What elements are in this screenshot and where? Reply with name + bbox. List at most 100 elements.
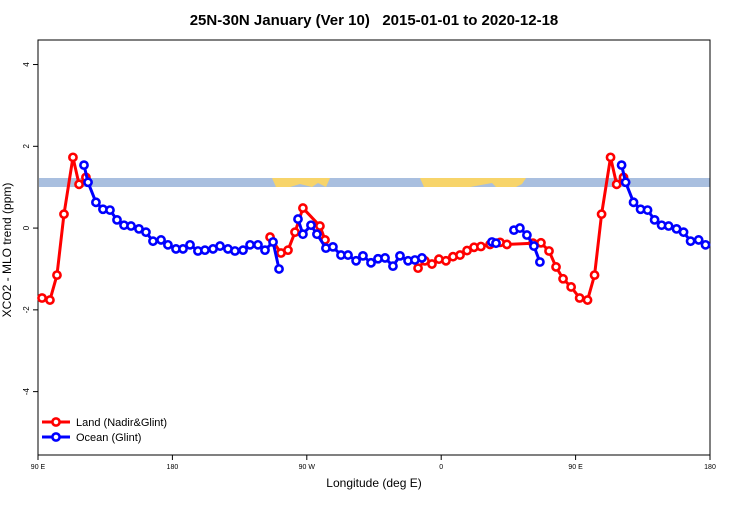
data-point <box>522 230 532 240</box>
x-axis-label: Longitude (deg E) <box>326 476 421 490</box>
data-point <box>45 295 55 305</box>
data-point <box>83 177 93 188</box>
legend: Land (Nadir&Glint) Ocean (Glint) <box>42 417 167 444</box>
data-point <box>358 250 368 261</box>
data-point <box>200 245 210 256</box>
data-point <box>238 245 248 256</box>
data-point <box>105 205 115 215</box>
y-tick-label: 0 <box>22 225 31 230</box>
data-point <box>642 205 653 215</box>
x-tick-label: 180 <box>704 464 716 471</box>
legend-marker <box>51 432 61 442</box>
data-point <box>544 246 554 256</box>
data-point <box>558 273 568 284</box>
x-tick-label: 90 E <box>568 464 583 471</box>
data-point <box>293 214 303 224</box>
data-point <box>476 241 486 252</box>
x-tick-label: 0 <box>439 464 443 471</box>
data-point <box>260 245 270 256</box>
data-point <box>620 177 631 188</box>
data-point <box>417 253 427 263</box>
data-point <box>59 209 69 220</box>
data-point <box>685 236 696 247</box>
data-point <box>649 215 660 225</box>
data-point <box>574 293 585 303</box>
data-point <box>126 221 136 231</box>
data-point <box>68 152 78 163</box>
y-tick-label: -4 <box>22 388 31 396</box>
data-point <box>112 215 122 225</box>
y-tick-label: 2 <box>22 144 31 149</box>
data-point <box>566 282 577 292</box>
data-point <box>298 229 308 240</box>
data-point <box>230 246 240 256</box>
data-point <box>380 253 390 263</box>
data-point <box>514 223 525 233</box>
data-point <box>491 238 501 249</box>
data-point <box>79 160 89 171</box>
data-point <box>441 255 451 266</box>
data-point <box>253 239 263 250</box>
data-point <box>616 160 627 171</box>
data-point <box>455 250 465 260</box>
data-point <box>663 221 674 231</box>
data-point <box>427 259 437 269</box>
data-point <box>611 179 622 190</box>
data-point <box>366 257 376 268</box>
data-point <box>535 257 545 267</box>
data-point <box>312 229 322 240</box>
x-tick-label: 90 E <box>31 464 46 471</box>
data-point <box>91 197 101 208</box>
land-mask-strip <box>39 178 710 187</box>
legend-marker <box>51 417 61 427</box>
data-point <box>283 245 293 256</box>
data-point <box>215 241 225 251</box>
data-point <box>298 203 308 213</box>
strip-land <box>272 178 330 187</box>
data-point <box>156 235 166 245</box>
data-point <box>315 221 325 231</box>
data-point <box>395 250 405 261</box>
y-axis-label: XCO2 - MLO trend (ppm) <box>0 183 14 318</box>
data-point <box>141 227 151 238</box>
legend-label: Land (Nadir&Glint) <box>76 417 167 429</box>
data-point <box>502 239 512 250</box>
plot-frame <box>37 39 711 456</box>
data-point <box>589 270 600 280</box>
data-point <box>37 293 47 303</box>
x-tick-label: 180 <box>167 464 179 471</box>
strip-land <box>420 178 526 187</box>
data-point <box>306 220 316 231</box>
x-tick-label: 90 W <box>299 464 316 471</box>
y-tick-label: 4 <box>22 62 31 67</box>
data-point <box>343 250 353 260</box>
data-point <box>268 237 278 247</box>
strip-ocean <box>39 178 710 187</box>
data-point <box>74 179 84 190</box>
data-point <box>700 239 711 250</box>
data-point <box>693 235 704 245</box>
data-point <box>52 270 62 280</box>
plot-area: -4 -2 0 2 4 90 E 180 90 W 0 90 E 180 Land (Nadir&Gl… <box>22 62 716 471</box>
y-tick-label: -2 <box>22 306 31 314</box>
data-point <box>388 261 398 272</box>
data-point <box>328 241 338 252</box>
data-point <box>529 241 539 251</box>
data-point <box>185 239 195 250</box>
data-point <box>596 209 607 220</box>
data-point <box>413 263 423 274</box>
data-point <box>148 236 158 247</box>
data-point <box>582 295 593 305</box>
data-point <box>290 227 300 238</box>
chart-title: 25N-30N January (Ver 10) 2015-01-01 to 2… <box>190 12 559 29</box>
data-point <box>628 197 639 208</box>
data-point <box>245 239 255 250</box>
data-point <box>274 264 284 274</box>
data-point <box>678 227 689 238</box>
data-point <box>178 244 188 254</box>
data-point <box>605 152 616 163</box>
data-point <box>163 239 173 250</box>
legend-label: Ocean (Glint) <box>76 432 141 444</box>
